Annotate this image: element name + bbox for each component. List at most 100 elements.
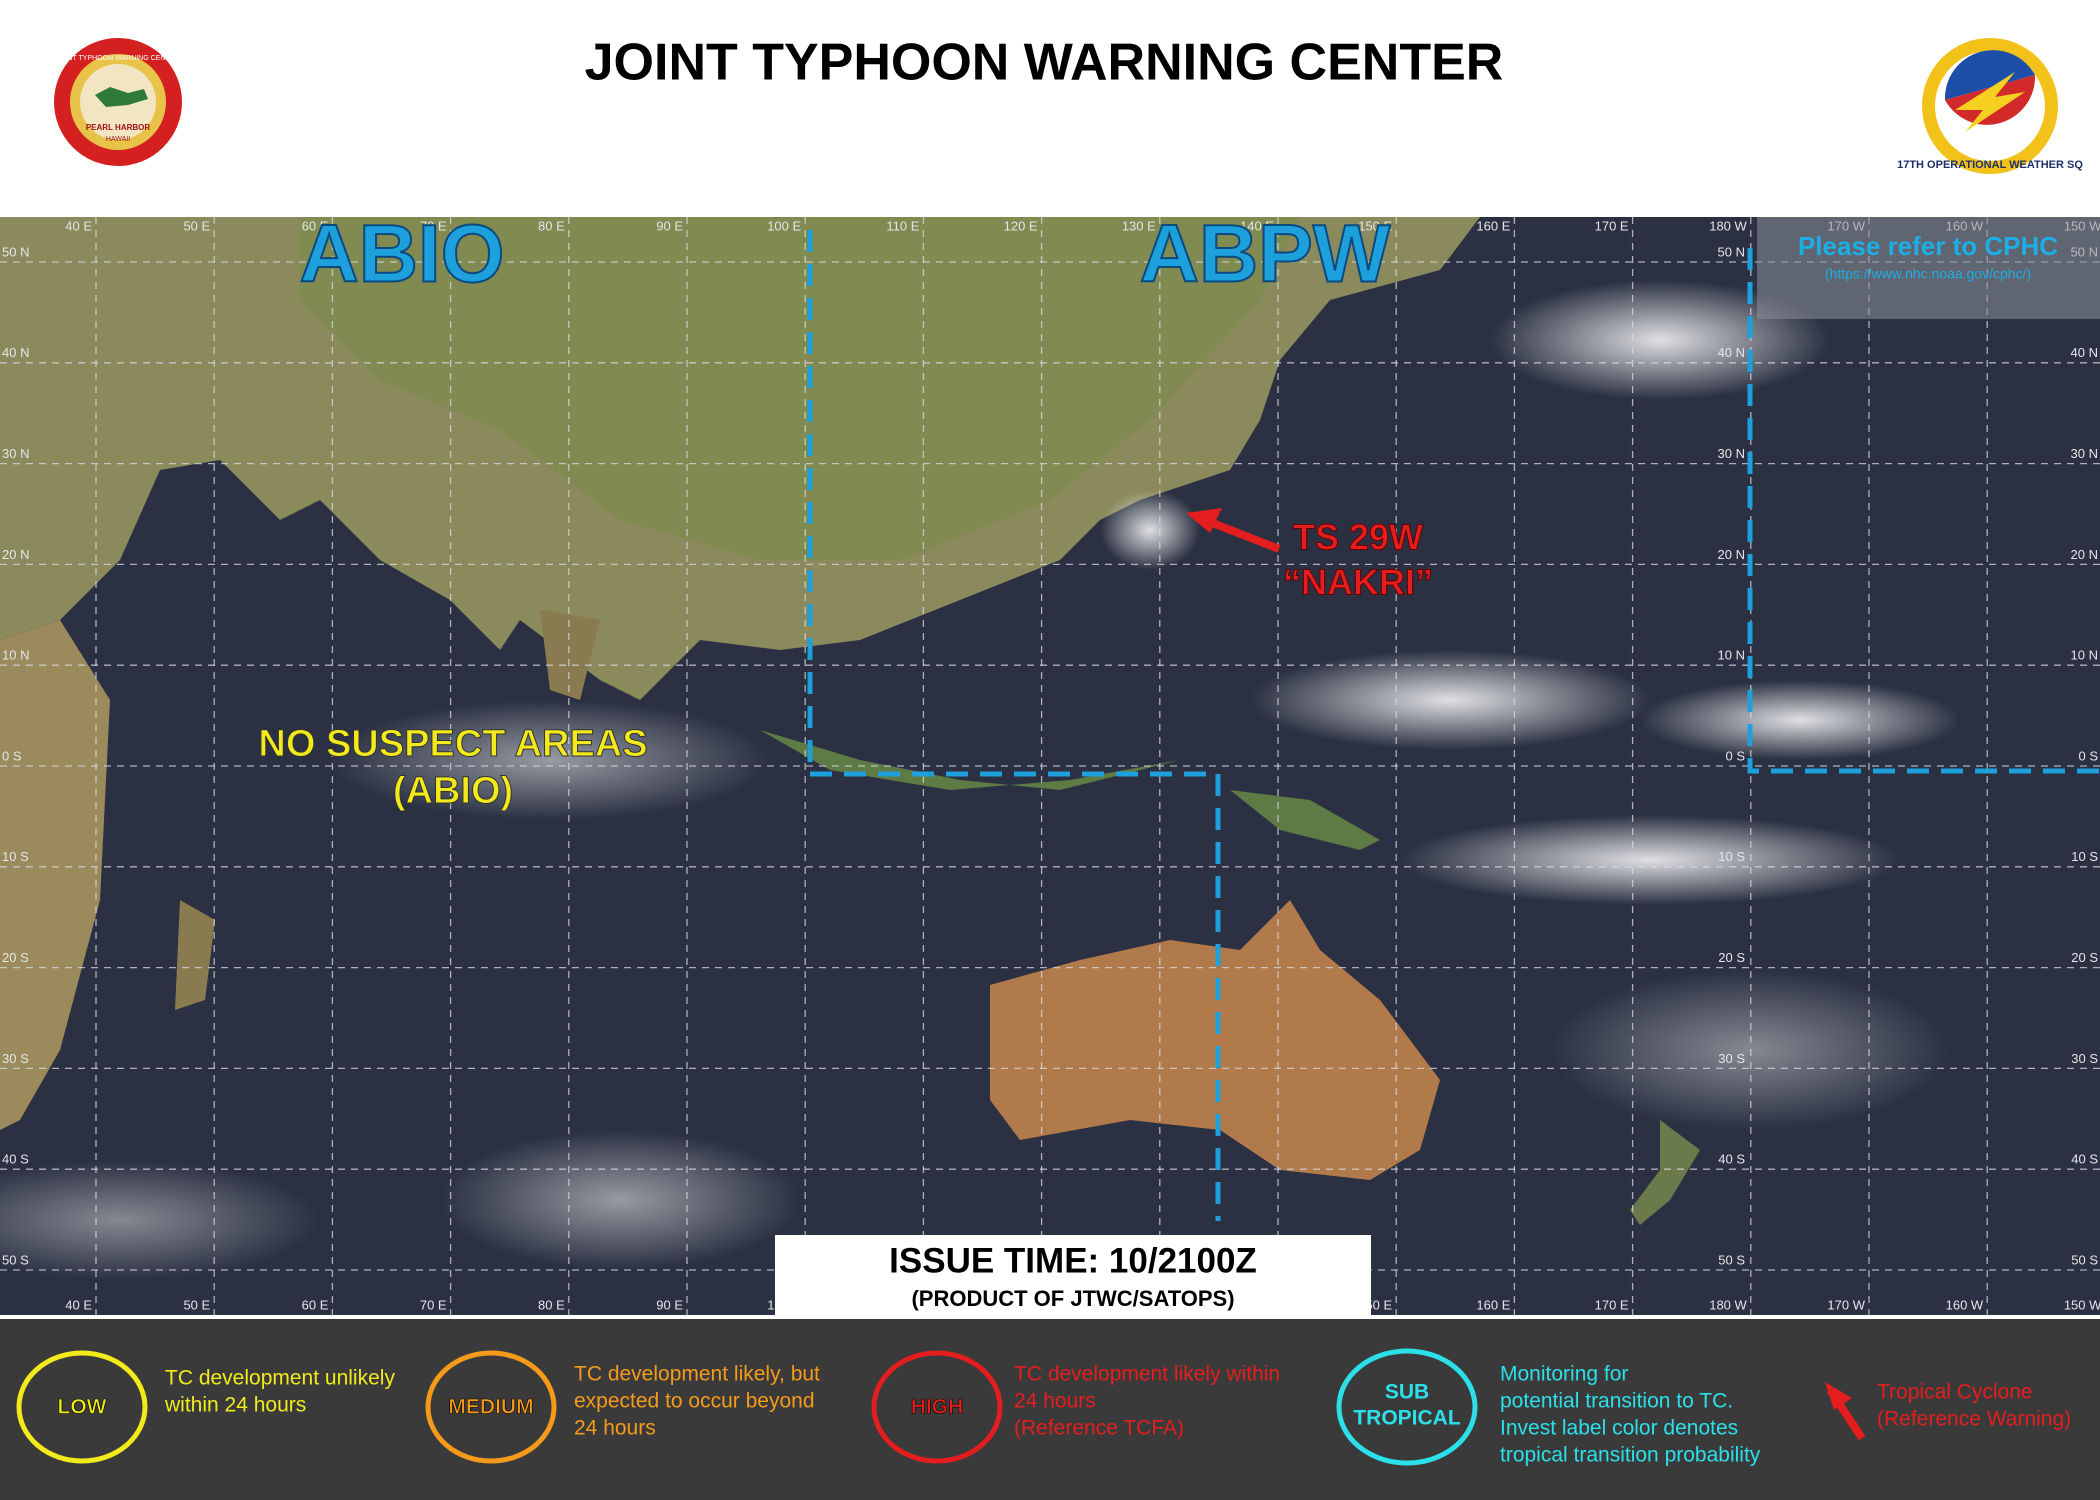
lon-label: 70 E [420, 1297, 447, 1312]
lat-label: 10 N [1718, 648, 1745, 663]
legend-label: MEDIUM [448, 1396, 533, 1419]
storm-arrow [1186, 508, 1222, 533]
lon-label: 50 E [183, 1297, 210, 1312]
lon-label: 50 E [183, 218, 210, 233]
legend-text: 24 hours [1014, 1390, 1096, 1413]
storm-name: TS 29W [1293, 517, 1423, 558]
lat-label: 20 N [1718, 547, 1745, 562]
lat-label: 40 S [2071, 1152, 2098, 1167]
lat-label: 10 S [2071, 849, 2098, 864]
lat-label: 10 S [1718, 849, 1745, 864]
lat-label: 0 S [1725, 748, 1745, 763]
lon-label: 170 E [1595, 1297, 1629, 1312]
lon-label: 80 E [538, 218, 565, 233]
lat-label: 30 N [2, 446, 29, 461]
lon-label: 60 E [302, 218, 329, 233]
lat-label: 20 N [2, 547, 29, 562]
lat-label: 20 S [2071, 950, 2098, 965]
storm-nickname: “NAKRI” [1283, 562, 1433, 603]
lon-label: 150 W [2064, 1297, 2100, 1312]
abio-note: (ABIO) [393, 770, 513, 812]
legend-text: (Reference Warning) [1877, 1408, 2071, 1431]
region-label: ABPW [1140, 209, 1391, 300]
lat-label: 30 N [1718, 446, 1745, 461]
low-symbol [16, 1350, 148, 1464]
lon-label: 180 W [1709, 218, 1747, 233]
region-label: ABIO [300, 209, 505, 300]
lon-label: 90 E [656, 218, 683, 233]
legend-label: LOW [58, 1396, 107, 1419]
legend: LOW MEDIUM HIGH SUB TROPICAL TC developm… [0, 1319, 2100, 1500]
lon-label: 80 E [538, 1297, 565, 1312]
lat-label: 30 S [1718, 1051, 1745, 1066]
lon-label: 60 E [302, 1297, 329, 1312]
lat-label: 40 N [2, 345, 29, 360]
cphc-boundary [1747, 248, 2100, 774]
lon-label: 100 E [767, 218, 801, 233]
issue-time: ISSUE TIME: 10/2100Z [889, 1241, 1257, 1280]
logo-text: PEARL HARBOR [86, 123, 151, 132]
lon-label: 160 W [1946, 1297, 1984, 1312]
lat-label: 20 S [1718, 950, 1745, 965]
medium-symbol [425, 1350, 557, 1464]
lat-label: 50 S [2071, 1252, 2098, 1267]
legend-text: Monitoring for [1500, 1363, 1628, 1386]
lat-label: 10 N [2071, 648, 2098, 663]
lat-label: 50 N [1718, 244, 1745, 259]
lon-label: 90 E [656, 1297, 683, 1312]
lat-label: 10 N [2, 648, 29, 663]
high-symbol [871, 1350, 1003, 1464]
legend-label: HIGH [911, 1396, 964, 1419]
subtropical-symbol [1336, 1348, 1478, 1466]
lat-label: 40 S [1718, 1152, 1745, 1167]
lon-label: 140 E [1240, 218, 1274, 233]
legend-text: tropical transition probability [1500, 1444, 1761, 1467]
lon-label: 160 E [1476, 1297, 1510, 1312]
lat-label: 50 S [2, 1252, 29, 1267]
basin-boundaries [807, 230, 2100, 1221]
lat-label: 40 N [1718, 345, 1745, 360]
cyclone-symbol [1825, 1382, 1852, 1410]
lat-label: 0 S [2078, 748, 2098, 763]
logo-text: 17TH OPERATIONAL WEATHER SQ [1897, 159, 2083, 171]
left-logo: JOINT TYPHOON WARNING CENTER PEARL HARBO… [54, 38, 182, 166]
lon-label: 120 E [1004, 218, 1038, 233]
lon-label: 160 E [1476, 218, 1510, 233]
legend-text: TC development unlikely [165, 1367, 395, 1390]
clouds [0, 280, 1960, 1280]
legend-text: 24 hours [574, 1417, 656, 1440]
lat-label: 20 N [2071, 547, 2098, 562]
land [0, 217, 1700, 1225]
legend-text: within 24 hours [164, 1394, 306, 1417]
abio-note: NO SUSPECT AREAS [258, 723, 647, 765]
lat-label: 30 N [2071, 446, 2098, 461]
issue-box [775, 1235, 1371, 1319]
lon-label: 130 E [1122, 218, 1156, 233]
legend-label: SUB [1385, 1381, 1429, 1404]
issue-product: (PRODUCT OF JTWC/SATOPS) [911, 1286, 1234, 1311]
header-bg [0, 0, 2100, 217]
legend-text: TC development likely, but [574, 1363, 820, 1386]
lon-label: 110 E [886, 218, 919, 233]
lon-label: 150 E [1358, 218, 1392, 233]
lon-label: 170 W [1827, 1297, 1865, 1312]
legend-text: TC development likely within [1014, 1363, 1280, 1386]
lat-label: 20 S [2, 950, 29, 965]
right-logo: 17TH OPERATIONAL WEATHER SQ [1897, 38, 2083, 174]
lon-label: 170 E [1595, 218, 1629, 233]
cphc-box [1757, 217, 2100, 319]
legend-bg [0, 1319, 2100, 1500]
abio-abpw-boundary [807, 230, 1221, 1221]
legend-label: TROPICAL [1353, 1407, 1461, 1430]
lat-label: 0 S [2, 748, 22, 763]
logo-text: JOINT TYPHOON WARNING CENTER [57, 55, 180, 62]
lat-label: 40 N [2071, 345, 2098, 360]
legend-text: expected to occur beyond [574, 1390, 815, 1413]
lon-label: 180 W [1709, 1297, 1747, 1312]
legend-text: Invest label color denotes [1500, 1417, 1738, 1440]
cphc-text: Please refer to CPHC [1798, 231, 2058, 261]
lat-label: 50 N [2, 244, 29, 259]
cphc-url: (https://www.nhc.noaa.gov/cphc/) [1825, 266, 2031, 282]
lat-label: 10 S [2, 849, 29, 864]
